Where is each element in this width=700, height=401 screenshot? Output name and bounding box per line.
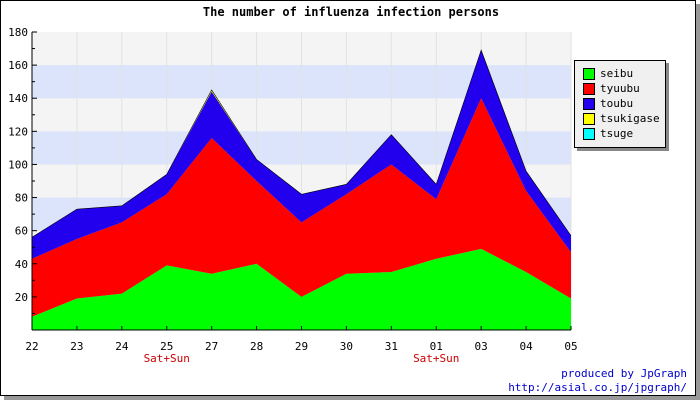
legend-item-tsukigase: tsukigase — [583, 112, 660, 125]
y-tick-label: 160 — [8, 59, 28, 72]
x-tick-label: 25 — [160, 340, 173, 353]
legend-label: tsuge — [600, 127, 634, 140]
x-tick-label: 24 — [115, 340, 129, 353]
x-tick-label: 01 — [430, 340, 443, 353]
y-tick-label: 180 — [8, 26, 28, 39]
legend: seibu tyuubu toubu tsukigase tsuge — [574, 60, 666, 148]
y-tick-label: 20 — [15, 291, 28, 304]
credit-line-2: http://asial.co.jp/jpgraph/ — [508, 381, 687, 394]
y-tick-label: 140 — [8, 92, 28, 105]
x-tick-note: Sat+Sun — [144, 352, 190, 365]
x-tick-label: 05 — [564, 340, 577, 353]
legend-item-tsuge: tsuge — [583, 127, 633, 140]
legend-label: tsukigase — [600, 112, 660, 125]
x-tick-label: 28 — [250, 340, 263, 353]
area-tyuubu — [32, 98, 571, 317]
chart-title: The number of influenza infection person… — [202, 5, 500, 19]
credit-line-1: produced by JpGraph — [561, 367, 687, 380]
total-outline — [31, 49, 572, 238]
x-tick-label: 29 — [295, 340, 308, 353]
legend-swatch — [583, 98, 595, 110]
legend-swatch — [583, 83, 595, 95]
y-tick-label: 120 — [8, 125, 28, 138]
y-tick-label: 60 — [15, 225, 28, 238]
legend-item-tyuubu: tyuubu — [583, 82, 640, 95]
x-tick-label: 30 — [340, 340, 353, 353]
legend-swatch — [583, 113, 595, 125]
legend-swatch — [583, 128, 595, 140]
legend-item-seibu: seibu — [583, 67, 633, 80]
y-tick-label: 40 — [15, 258, 28, 271]
legend-item-toubu: toubu — [583, 97, 633, 110]
x-tick-label: 27 — [205, 340, 218, 353]
x-tick-label: 31 — [385, 340, 398, 353]
x-tick-label: 04 — [519, 340, 533, 353]
legend-swatch — [583, 68, 595, 80]
legend-label: toubu — [600, 97, 634, 110]
x-tick-label: 23 — [70, 340, 83, 353]
legend-label: tyuubu — [600, 82, 640, 95]
x-tick-note: Sat+Sun — [413, 352, 459, 365]
x-tick-label: 03 — [475, 340, 488, 353]
y-tick-label: 80 — [15, 192, 28, 205]
area-seibu — [32, 248, 571, 330]
area-toubu — [32, 50, 571, 259]
x-tick-label: 22 — [25, 340, 38, 353]
y-tick-label: 100 — [8, 158, 28, 171]
legend-label: seibu — [600, 67, 634, 80]
